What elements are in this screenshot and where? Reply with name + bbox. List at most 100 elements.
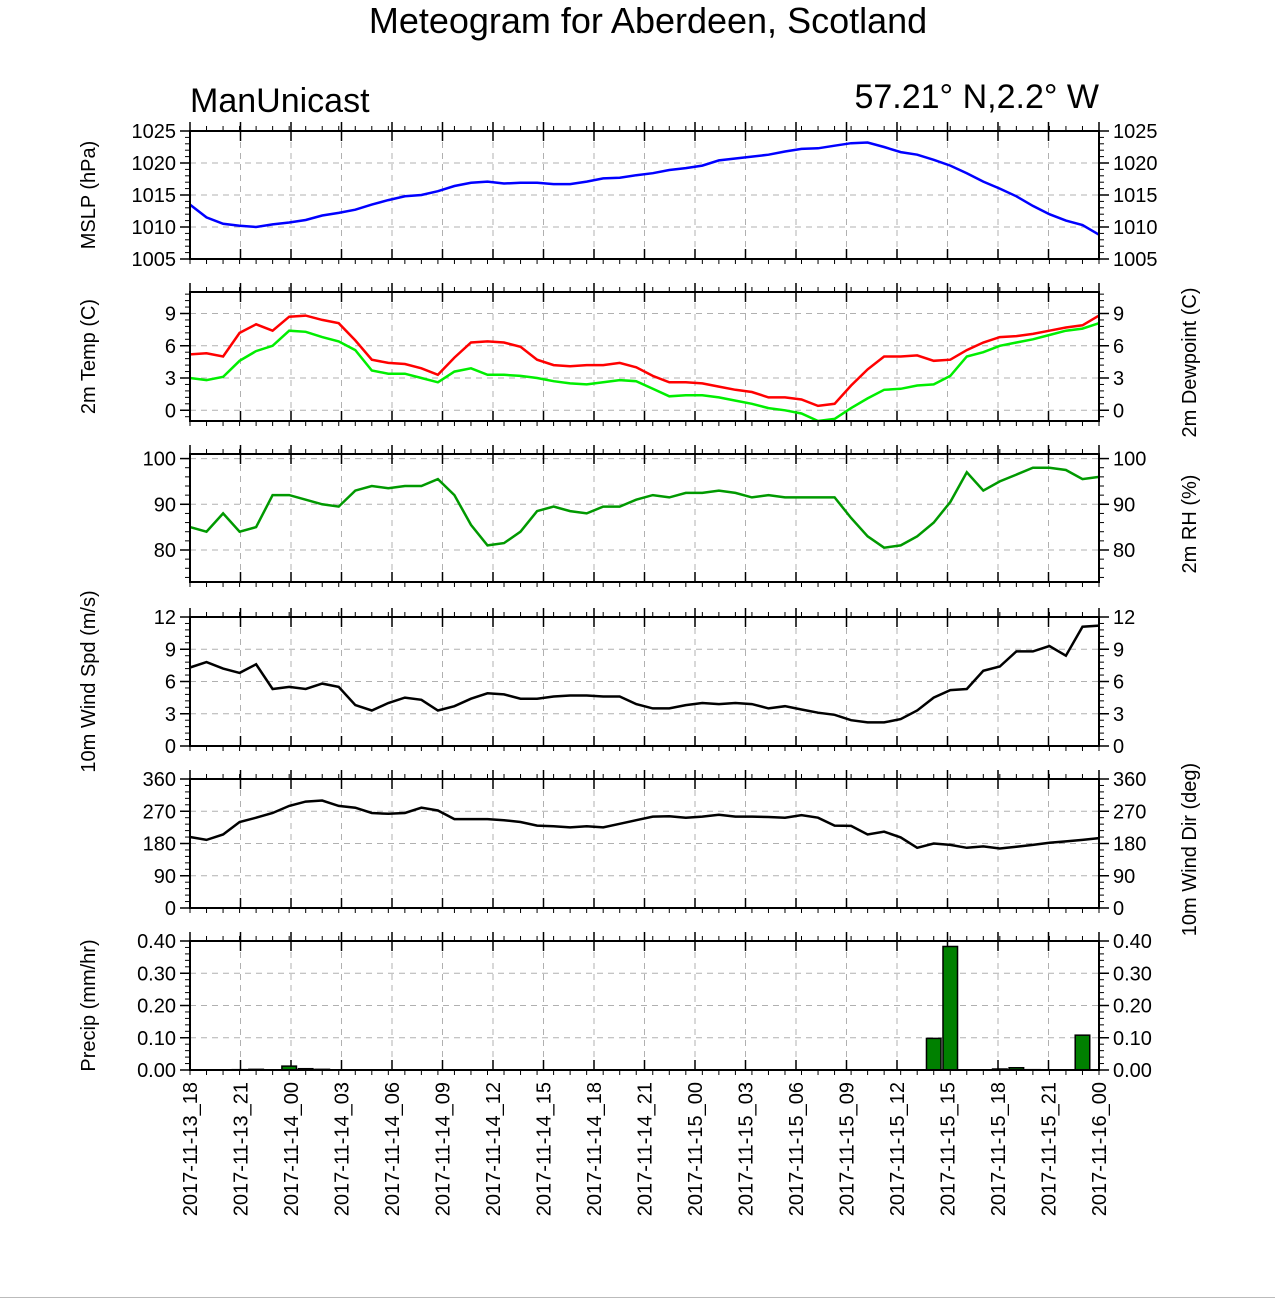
y-tick-label-left: 360: [143, 769, 176, 791]
rh-line: [189, 466, 1100, 550]
x-tick-label: 2017-11-14_09: [433, 1082, 455, 1216]
y-tick-label-right: 1025: [1113, 121, 1158, 143]
panel-1: 1025 1025 1020 1020 1015 1015 1010 1010 1005 1005…: [78, 121, 1158, 271]
y-tick-label-left: 1020: [132, 153, 177, 175]
y-tick-label-right: 12: [1113, 607, 1135, 629]
panel-frame: [189, 940, 1100, 1071]
y-tick-label-left: 1010: [132, 217, 177, 239]
y-tick-label-left: 3: [165, 704, 176, 726]
panel-frame: [189, 453, 1100, 583]
temp-line: [189, 314, 1100, 408]
x-tick-label: 2017-11-15_12: [887, 1082, 909, 1216]
y-tick-label-right: 90: [1113, 866, 1135, 888]
x-tick-label: 2017-11-14_03: [332, 1082, 354, 1216]
panel-frame: [189, 778, 1100, 909]
y-tick-label-left: 0.00: [137, 1060, 176, 1082]
y-tick-label-right: 80: [1113, 540, 1135, 562]
panel-4: 12 12 9 9 6 6 3 3 0 0 10m Wind Spd (m/s): [78, 590, 1135, 772]
y-tick-label-left: 80: [154, 540, 176, 562]
y-tick-label-left: 90: [154, 494, 176, 516]
y-tick-label-left: 1015: [132, 185, 177, 207]
y-tick-label-right: 0: [1113, 400, 1124, 422]
x-tick-label: 2017-11-15_18: [988, 1082, 1010, 1216]
y-tick-label-right: 3: [1113, 368, 1124, 390]
y-tick-label-left: 12: [154, 607, 176, 629]
y-axis-label-right: 10m Wind Dir (deg): [1179, 763, 1201, 936]
y-tick-label-left: 0: [165, 736, 176, 758]
x-tick-label: 2017-11-13_18: [180, 1082, 202, 1216]
y-axis-label-left: MSLP (hPa): [78, 141, 100, 250]
panel-frame: [189, 130, 1100, 260]
y-tick-label-right: 0.30: [1113, 963, 1152, 985]
y-tick-label-left: 0.30: [137, 963, 176, 985]
y-tick-label-right: 90: [1113, 494, 1135, 516]
model-label: ManUnicast: [190, 82, 370, 120]
y-tick-label-right: 6: [1113, 336, 1124, 358]
panel-3: 100 100 90 90 80 80 2m RH (%): [143, 445, 1201, 587]
y-tick-label-left: 0.20: [137, 996, 176, 1018]
precip-bar: [1074, 1034, 1091, 1071]
y-tick-label-left: 0.10: [137, 1028, 176, 1050]
bottom-divider: [0, 1297, 1275, 1298]
x-tick-label: 2017-11-14_18: [584, 1082, 606, 1216]
precip-bar: [942, 945, 959, 1071]
y-tick-label-left: 0: [165, 898, 176, 920]
mslp-line: [189, 141, 1100, 236]
y-tick-label-left: 100: [143, 449, 176, 471]
y-tick-label-right: 3: [1113, 704, 1124, 726]
y-axis-label-right: 2m Dewpoint (C): [1179, 287, 1201, 437]
y-tick-label-right: 360: [1113, 769, 1146, 791]
y-tick-label-right: 1020: [1113, 153, 1158, 175]
y-tick-label-right: 6: [1113, 672, 1124, 694]
y-tick-label-right: 0: [1113, 736, 1124, 758]
panel-frame: [189, 616, 1100, 747]
wind-line: [189, 624, 1100, 724]
y-tick-label-right: 270: [1113, 801, 1146, 823]
chart-title: Meteogram for Aberdeen, Scotland: [369, 0, 927, 41]
x-tick-label: 2017-11-15_21: [1039, 1082, 1061, 1216]
y-tick-label-right: 9: [1113, 304, 1124, 326]
x-tick-label: 2017-11-14_15: [534, 1082, 556, 1216]
y-tick-label-right: 0.40: [1113, 931, 1152, 953]
y-tick-label-right: 0: [1113, 898, 1124, 920]
wind-line: [189, 799, 1100, 850]
y-tick-label-left: 180: [143, 834, 176, 856]
x-tick-label: 2017-11-14_06: [382, 1082, 404, 1216]
y-tick-label-left: 9: [165, 639, 176, 661]
y-axis-label-left: 2m Temp (C): [78, 299, 100, 414]
y-tick-label-left: 1005: [132, 249, 177, 271]
y-tick-label-left: 3: [165, 368, 176, 390]
dewpoint-line: [189, 322, 1100, 423]
panels-group: 1025 1025 1020 1020 1015 1015 1010 1010 1005 1005…: [78, 121, 1201, 1082]
x-tick-label: 2017-11-15_00: [685, 1082, 707, 1216]
panel-frame: [189, 291, 1100, 422]
y-tick-label-left: 0: [165, 400, 176, 422]
time-axis: 2017-11-13_18 2017-11-13_21 2017-11-14_00 2…: [180, 1082, 1111, 1216]
y-axis-label-right: 2m RH (%): [1179, 475, 1201, 574]
y-tick-label-left: 270: [143, 801, 176, 823]
y-tick-label-right: 1005: [1113, 249, 1158, 271]
x-tick-label: 2017-11-15_09: [837, 1082, 859, 1216]
panel-5: 360 360 270 270 180 180 90 90 0 0 10m Wind Dir (de…: [143, 763, 1201, 936]
y-tick-label-left: 9: [165, 304, 176, 326]
y-tick-label-right: 1010: [1113, 217, 1158, 239]
x-tick-label: 2017-11-15_15: [938, 1082, 960, 1216]
x-tick-label: 2017-11-13_21: [231, 1082, 253, 1216]
y-tick-label-right: 1015: [1113, 185, 1158, 207]
y-tick-label-right: 9: [1113, 639, 1124, 661]
y-tick-label-left: 90: [154, 866, 176, 888]
y-tick-label-left: 6: [165, 672, 176, 694]
y-tick-label-left: 1025: [132, 121, 177, 143]
y-axis-label-left: 10m Wind Spd (m/s): [78, 590, 100, 772]
y-tick-label-left: 0.40: [137, 931, 176, 953]
location-label: 57.21° N,2.2° W: [854, 78, 1099, 116]
y-axis-label-left: Precip (mm/hr): [78, 939, 100, 1071]
y-tick-label-right: 0.10: [1113, 1028, 1152, 1050]
panel-6: 0.40 0.40 0.30 0.30 0.20 0.20 0.10 0.10 0.00 0.00…: [78, 931, 1152, 1082]
y-tick-label-right: 100: [1113, 449, 1146, 471]
y-tick-label-right: 0.00: [1113, 1060, 1152, 1082]
precip-bar: [925, 1037, 942, 1071]
y-tick-label-left: 6: [165, 336, 176, 358]
y-tick-label-right: 180: [1113, 834, 1146, 856]
x-tick-label: 2017-11-14_00: [281, 1082, 303, 1216]
